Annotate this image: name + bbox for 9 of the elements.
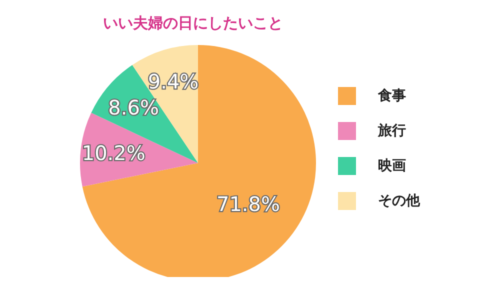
legend-label: 食事 — [378, 86, 406, 104]
data-label: 8.6% — [108, 96, 159, 120]
data-label: 71.8% — [216, 192, 280, 216]
data-label: 10.2% — [82, 140, 146, 165]
legend-label: その他 — [378, 192, 420, 210]
legend-label: 映画 — [378, 156, 406, 174]
chart-title: いい夫婦の日にしたいこと — [102, 14, 284, 33]
legend-label: 旅行 — [378, 122, 406, 140]
data-label: 9.4% — [148, 70, 199, 94]
